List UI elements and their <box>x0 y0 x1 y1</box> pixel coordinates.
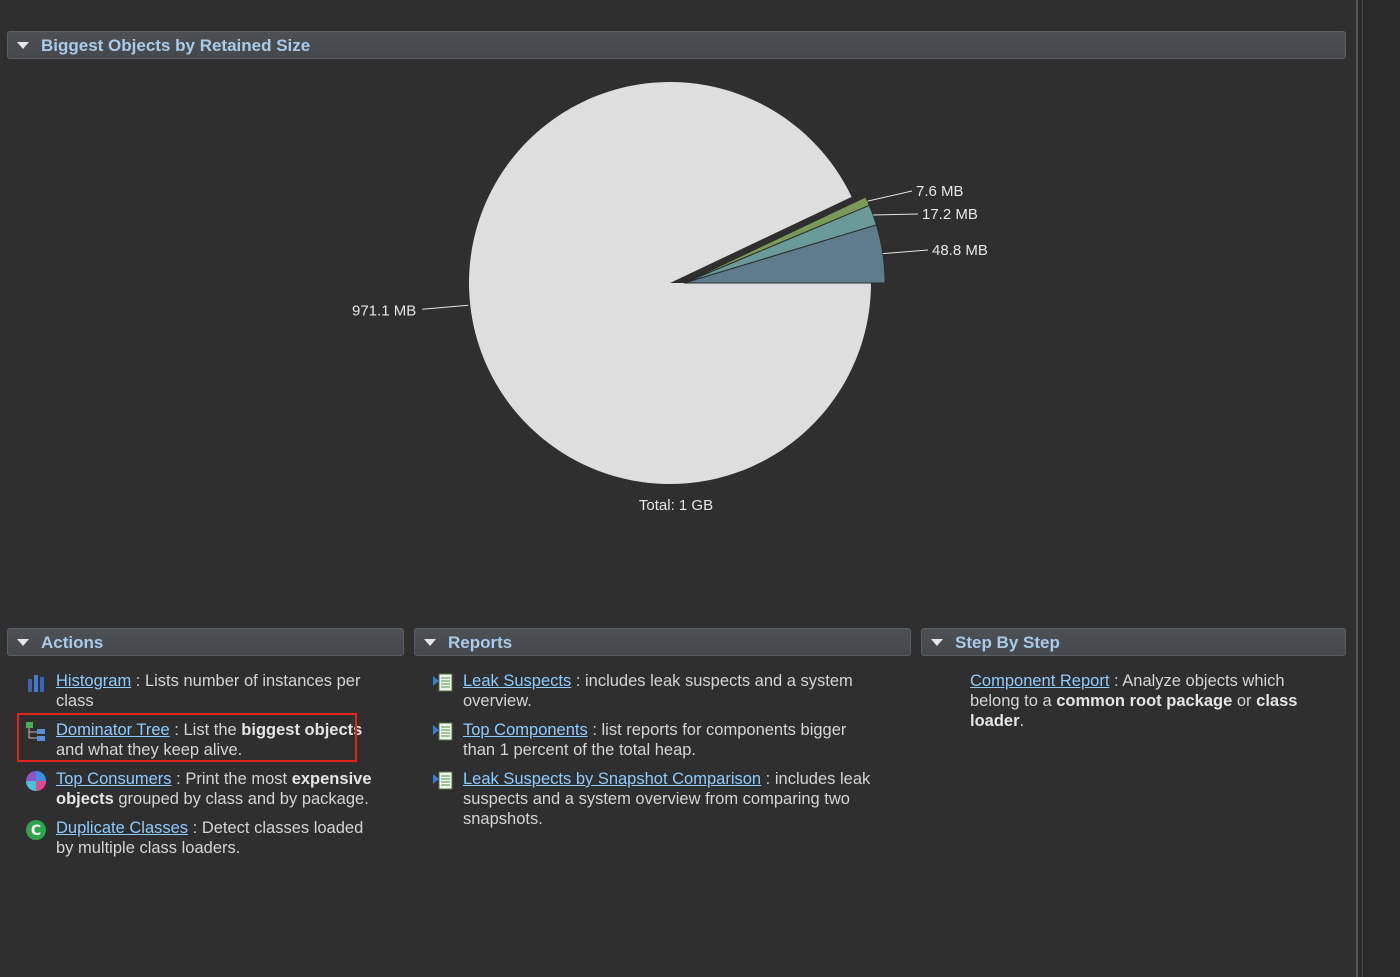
report-top-components: Top Components : list reports for compon… <box>433 720 883 760</box>
duplicate-classes-link[interactable]: Duplicate Classes <box>56 819 189 837</box>
pie-label-971-1-mb: 971.1 MB <box>352 302 416 319</box>
pie-label-leader <box>873 213 919 216</box>
action-histogram: Histogram : Lists number of instances pe… <box>28 671 376 711</box>
histogram-description: Lists number of instances per class <box>56 672 361 710</box>
pie-slice-971-1-mb <box>469 81 871 484</box>
pie-label-leader <box>882 249 929 255</box>
section-header-actions[interactable]: Actions <box>7 628 404 656</box>
collapse-triangle-icon[interactable] <box>931 639 943 646</box>
report-icon <box>432 770 454 792</box>
svg-text:C: C <box>31 823 41 839</box>
reports-list: Leak Suspects : includes leak suspects a… <box>433 671 883 829</box>
histogram-icon <box>25 672 47 694</box>
action-duplicate-classes: C Duplicate Classes : Detect classes loa… <box>26 818 376 858</box>
pie-slice-7-6-mb <box>683 196 871 284</box>
section-title: Step By Step <box>955 633 1060 652</box>
report-leak-suspects-comparison: Leak Suspects by Snapshot Comparison : i… <box>433 769 883 829</box>
dominator-tree-link[interactable]: Dominator Tree <box>56 721 170 739</box>
dominator-tree-icon <box>25 721 47 743</box>
collapse-triangle-icon[interactable] <box>424 639 436 646</box>
actions-list: Histogram : Lists number of instances pe… <box>26 671 376 858</box>
duplicate-classes-icon: C <box>25 819 47 841</box>
action-top-consumers: Top Consumers : Print the most expensive… <box>26 769 376 809</box>
section-header-step-by-step[interactable]: Step By Step <box>921 628 1346 656</box>
pie-label-17-2-mb: 17.2 MB <box>922 206 978 223</box>
leak-suspects-comparison-link[interactable]: Leak Suspects by Snapshot Comparison <box>463 770 762 788</box>
pie-label-leader <box>867 190 913 202</box>
section-header-reports[interactable]: Reports <box>414 628 911 656</box>
retained-size-pie-chart: 971.1 MB 48.8 MB 17.2 MB 7.6 MB Total: 1 GB <box>352 81 988 514</box>
pie-label-48-8-mb: 48.8 MB <box>932 242 988 259</box>
pie-total-label: Total: 1 GB <box>639 497 713 514</box>
section-title: Actions <box>41 633 104 652</box>
section-title: Biggest Objects by Retained Size <box>41 36 311 55</box>
action-dominator-tree: Dominator Tree : List the biggest object… <box>26 720 376 760</box>
section-title: Reports <box>448 633 513 652</box>
pie-label-leader <box>422 304 469 310</box>
top-components-link[interactable]: Top Components <box>463 721 588 739</box>
collapse-triangle-icon[interactable] <box>17 42 29 49</box>
step-by-step-list: Component Report : Analyze objects which… <box>970 671 1330 731</box>
step-component-report: Component Report : Analyze objects which… <box>970 672 1298 730</box>
component-report-link[interactable]: Component Report <box>970 672 1110 690</box>
top-consumers-link[interactable]: Top Consumers <box>56 770 172 788</box>
report-icon <box>432 672 454 694</box>
top-consumers-icon <box>25 770 47 792</box>
report-leak-suspects: Leak Suspects : includes leak suspects a… <box>433 671 883 711</box>
report-icon <box>432 721 454 743</box>
section-header-biggest-objects[interactable]: Biggest Objects by Retained Size <box>7 31 1346 59</box>
dominator-tree-highlight <box>17 713 357 762</box>
leak-suspects-link[interactable]: Leak Suspects <box>463 672 572 690</box>
collapse-triangle-icon[interactable] <box>17 639 29 646</box>
vertical-scrollbar[interactable] <box>1356 0 1400 977</box>
histogram-link[interactable]: Histogram <box>56 672 132 690</box>
pie-label-7-6-mb: 7.6 MB <box>916 183 964 200</box>
